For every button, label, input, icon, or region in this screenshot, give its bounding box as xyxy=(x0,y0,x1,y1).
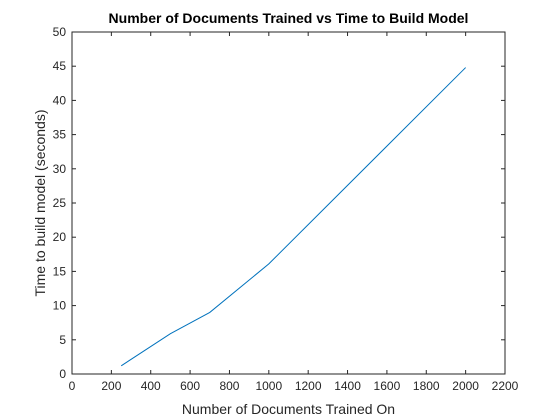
series-group xyxy=(120,67,466,367)
x-tick-label: 400 xyxy=(141,379,161,393)
y-tick-label: 20 xyxy=(53,230,67,244)
y-tick-label: 40 xyxy=(53,93,67,107)
x-tick-label: 2200 xyxy=(492,379,519,393)
x-axis-label: Number of Documents Trained On xyxy=(182,401,395,417)
y-axis: 0 5 10 15 20 25 30 35 40 45 50 xyxy=(53,25,505,381)
x-tick-label: 0 xyxy=(69,379,76,393)
x-tick-label: 600 xyxy=(180,379,200,393)
y-tick-label: 45 xyxy=(53,59,67,73)
y-tick-label: 50 xyxy=(53,25,67,39)
x-tick-label: 1600 xyxy=(374,379,401,393)
y-tick-label: 15 xyxy=(53,264,67,278)
y-tick-label: 35 xyxy=(53,128,67,142)
y-axis-label: Time to build model (seconds) xyxy=(32,109,48,296)
plot-area xyxy=(71,31,506,375)
y-tick-label: 25 xyxy=(53,196,67,210)
x-tick-label: 800 xyxy=(219,379,239,393)
x-tick-label: 1800 xyxy=(413,379,440,393)
series-line xyxy=(120,67,466,367)
x-tick-label: 1400 xyxy=(334,379,361,393)
y-tick-label: 30 xyxy=(53,162,67,176)
y-tick-label: 0 xyxy=(59,367,66,381)
y-tick-label: 10 xyxy=(53,299,67,313)
x-axis: 0 200 400 600 800 1000 1200 1400 1600 1800 2000 220… xyxy=(69,32,519,393)
x-tick-label: 1200 xyxy=(295,379,322,393)
y-tick-label: 5 xyxy=(59,333,66,347)
chart-title: Number of Documents Trained vs Time to B… xyxy=(109,10,469,26)
x-tick-label: 2000 xyxy=(452,379,479,393)
x-tick-label: 200 xyxy=(101,379,121,393)
x-tick-label: 1000 xyxy=(255,379,282,393)
